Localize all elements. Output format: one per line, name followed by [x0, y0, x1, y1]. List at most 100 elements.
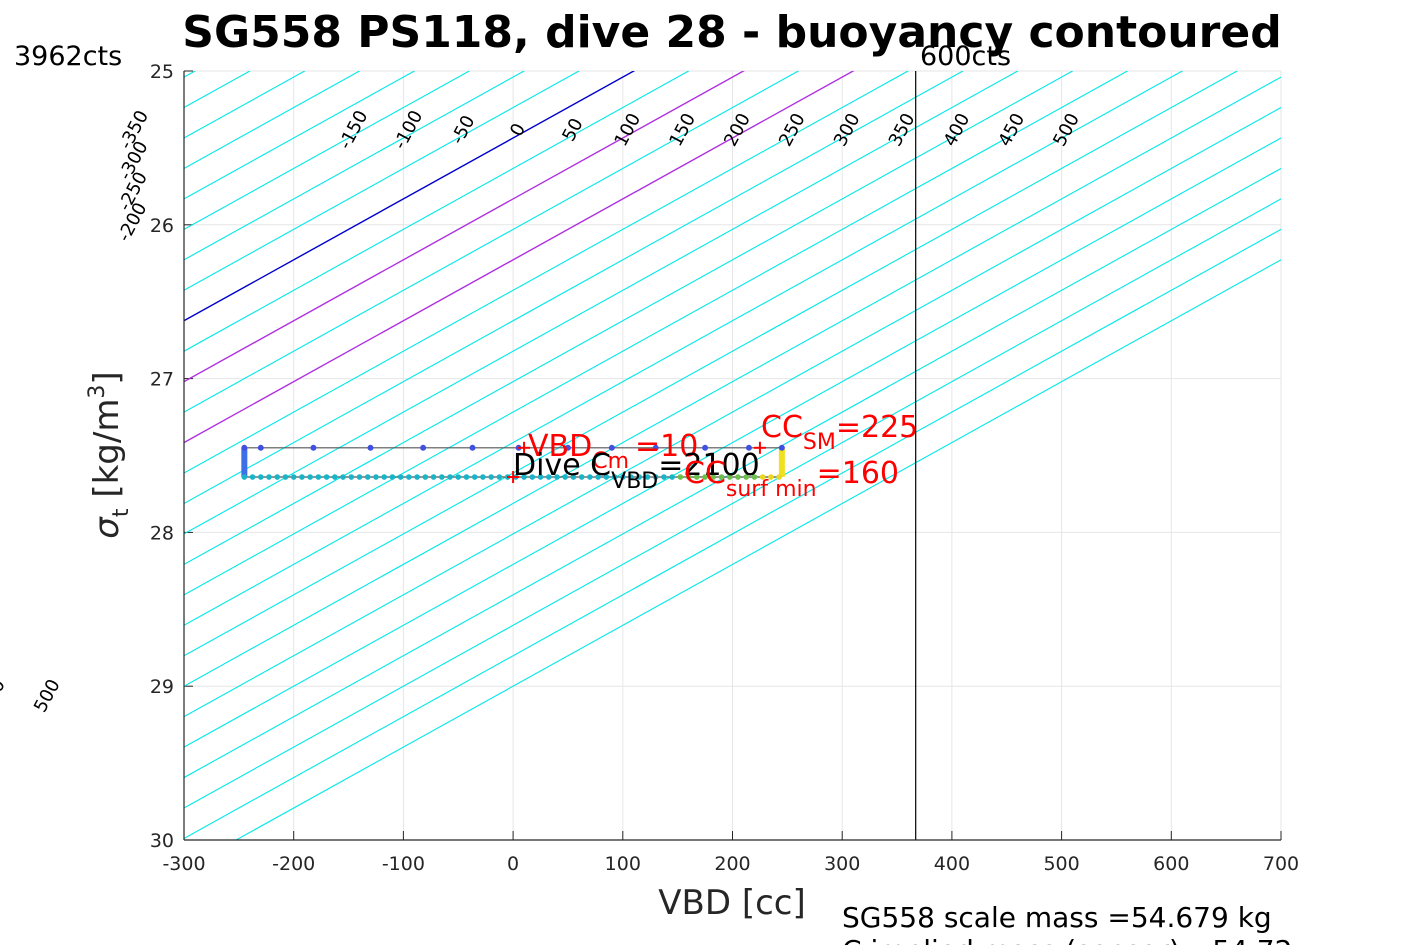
dive-point-lower — [471, 474, 478, 480]
contour-line — [184, 198, 1281, 809]
dive-point-lower — [373, 474, 379, 480]
y-tick-label: 26 — [150, 215, 174, 237]
chart-title: SG558 PS118, dive 28 - buoyancy contoure… — [182, 7, 1281, 58]
contour-line — [184, 71, 416, 200]
dive-point-lower — [669, 474, 675, 480]
dive-point-lower — [603, 474, 610, 480]
dive-point-lower — [718, 474, 725, 480]
contour-line — [184, 137, 1281, 748]
contour-line — [184, 71, 1074, 566]
x-tick-label: -100 — [382, 853, 425, 875]
y-tick-label: 27 — [150, 369, 174, 391]
dive-point-lower — [332, 474, 338, 480]
dive-right-segment — [778, 447, 785, 478]
y-tick-label: 28 — [150, 522, 174, 544]
dive-point-lower — [694, 474, 700, 480]
contour-line — [234, 259, 1281, 840]
dive-point-lower — [636, 474, 643, 480]
dive-point-upper — [608, 444, 615, 451]
dive-point-lower — [587, 474, 593, 480]
dive-point-lower — [620, 474, 626, 480]
dive-point-upper — [745, 444, 752, 451]
dive-point-upper — [420, 444, 427, 451]
contour-line — [184, 71, 965, 505]
dive-point-lower — [726, 474, 733, 480]
contour-line — [0, 0, 4, 917]
dive-point-lower — [414, 474, 420, 480]
dive-point-lower — [315, 474, 322, 480]
x-tick-label: 700 — [1263, 853, 1299, 875]
x-tick-label: 500 — [1043, 853, 1079, 875]
dive-point-lower — [274, 474, 281, 480]
dive-point-upper — [702, 444, 709, 451]
x-tick-label: 300 — [824, 853, 860, 875]
dive-point-lower — [299, 474, 305, 480]
dive-point-upper — [367, 444, 374, 451]
cc-sm-annotation: CCSM=225 — [761, 410, 918, 455]
contour-line — [184, 106, 1281, 718]
contour-line — [184, 71, 1019, 535]
contour-line — [0, 0, 169, 917]
dive-point-lower — [282, 474, 289, 480]
contour-line — [184, 71, 855, 444]
left-counts-label: 3962cts — [14, 41, 122, 72]
dive-point-lower — [628, 474, 634, 480]
contour-line — [184, 71, 910, 474]
dive-point-lower — [776, 474, 782, 480]
dive-point-lower — [340, 474, 346, 480]
contour-line — [184, 71, 471, 230]
dive-point-lower — [751, 474, 758, 480]
x-tick-label: 600 — [1153, 853, 1189, 875]
y-tick-labels: 25 26 27 28 29 30 — [150, 61, 174, 852]
dive-point-lower — [521, 474, 527, 480]
dive-point-lower — [578, 474, 585, 480]
dive-point-lower — [595, 474, 601, 480]
dive-track — [241, 444, 785, 480]
y-tick-label: 30 — [150, 830, 174, 852]
contour-line — [184, 167, 1281, 779]
contour-line — [184, 71, 1184, 626]
dive-point-upper — [257, 444, 264, 451]
y-axis-label: σt [kg/m3] — [85, 371, 134, 538]
dive-point-lower — [496, 474, 503, 480]
implied-mass-text: C implied mass (sensor) =54.72 — [842, 934, 1292, 945]
contour-line — [184, 71, 361, 170]
dive-point-lower — [381, 474, 388, 480]
dive-point-lower — [422, 474, 429, 480]
dive-point-lower — [488, 474, 494, 480]
dive-left-segment — [241, 447, 248, 478]
contour-line — [184, 71, 581, 291]
dive-point-lower — [257, 474, 264, 480]
dive-point-upper — [652, 444, 659, 451]
dive-point-lower — [570, 474, 577, 480]
x-tick-labels: -300 -200 -100 0 100 200 300 400 500 600 700 — [162, 853, 1299, 875]
dive-point-lower — [438, 474, 445, 480]
cc-surf-min-annotation: CCsurf min=160 — [684, 456, 899, 502]
dive-point-upper — [778, 444, 785, 451]
dive-point-lower — [611, 474, 618, 480]
dive-point-lower — [743, 474, 750, 480]
dive-point-lower — [768, 474, 774, 480]
dive-point-upper — [241, 444, 248, 451]
contour-lines — [0, 0, 1281, 917]
svg-text:σt [kg/m3]: σt [kg/m3] — [85, 371, 134, 538]
contour-line — [184, 71, 526, 261]
x-tick-label: 0 — [507, 853, 519, 875]
contour-label-bottom: 500 — [30, 676, 65, 716]
dive-point-lower — [389, 474, 396, 480]
x-tick-label: 400 — [934, 853, 970, 875]
dive-point-lower — [652, 474, 659, 480]
dive-cvbd-annotation: Dive CVBD=2100 — [513, 448, 760, 494]
dive-point-upper — [469, 444, 476, 451]
contour-line — [184, 71, 690, 352]
y-tick-label: 29 — [150, 676, 174, 698]
contour-line — [184, 228, 1281, 840]
contour-line — [184, 71, 1239, 657]
dive-point-lower — [710, 474, 717, 480]
contour-line — [0, 0, 59, 917]
dive-point-lower — [430, 474, 437, 480]
dive-point-lower — [266, 474, 272, 480]
annotation-markers — [507, 441, 766, 484]
dive-point-lower — [447, 474, 453, 480]
